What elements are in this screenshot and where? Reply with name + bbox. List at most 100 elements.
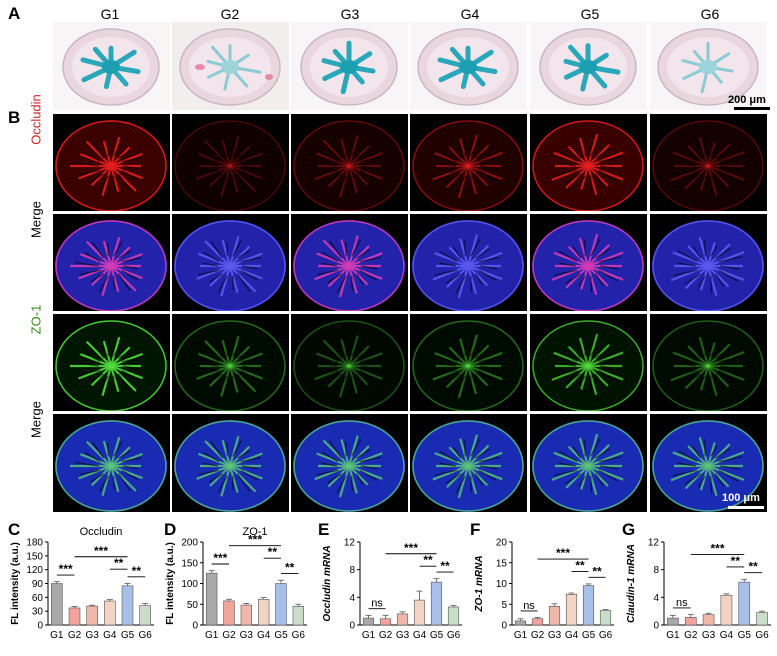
group-header-g4: G4 [460, 6, 480, 22]
chart-c-occludin-intensity: Occludin FL intensity (a.u.) 0 30 60 90 120 150… [10, 526, 154, 641]
fluorescence-image-r2-c4 [410, 214, 527, 311]
significance-label: *** [59, 562, 73, 576]
group-header-g6: G6 [700, 6, 720, 22]
panel-letter-g: G [622, 520, 636, 539]
x-tick-label: G2 [68, 630, 82, 641]
significance-label: *** [556, 546, 570, 560]
panel-letter-f: F [470, 520, 481, 539]
y-tick-label: 8 [653, 565, 659, 576]
group-header-g1: G1 [100, 6, 120, 22]
fluorescence-image-r2-c6 [650, 214, 767, 311]
bar-g5 [582, 585, 595, 626]
bar-g1 [514, 620, 527, 626]
fluorescence-image-r3-c6 [650, 314, 767, 411]
fluorescence-image-r2-c2 [172, 214, 289, 311]
bar-g2 [68, 607, 81, 626]
x-tick-label: G1 [50, 630, 64, 641]
histology-image-2 [172, 22, 289, 110]
bar-g6 [447, 606, 460, 626]
bar-g1 [667, 617, 679, 626]
fluorescence-image-r3-c5 [530, 314, 647, 411]
x-tick-label: G2 [531, 630, 545, 641]
fluorescence-image-r1-c3 [291, 114, 408, 211]
x-tick-label: G6 [138, 630, 152, 641]
group-header-g5: G5 [580, 6, 600, 22]
y-tick-label: 12 [344, 538, 356, 549]
y-axis-label: Occludin mRNA [322, 545, 333, 621]
significance-label: *** [710, 541, 724, 555]
significance-label: ns [676, 597, 688, 609]
y-tick-label: 5 [501, 600, 507, 611]
x-tick-label: G3 [396, 630, 410, 641]
bar-g5 [738, 581, 751, 626]
bar-g1 [362, 617, 375, 626]
bar-g3 [702, 614, 715, 626]
x-tick-label: G3 [85, 630, 99, 641]
significance-label: ** [285, 561, 295, 575]
significance-label: ** [440, 559, 450, 573]
bar-g4 [257, 598, 270, 626]
significance-label: *** [404, 541, 418, 555]
bar-g2 [684, 617, 697, 626]
fluorescence-image-r1-c2 [172, 114, 289, 211]
bar-g5 [275, 583, 287, 626]
y-axis-label: Claudin-1 mRNA [626, 544, 637, 623]
row-label-occludin: Occludin [28, 94, 44, 145]
y-tick-label: 200 [181, 538, 198, 549]
x-tick-label: G5 [121, 630, 135, 641]
significance-label: ** [114, 556, 124, 570]
x-tick-label: G4 [413, 630, 427, 641]
significance-label: ** [592, 564, 602, 578]
group-header-g3: G3 [340, 6, 360, 22]
x-tick-label: G5 [582, 630, 596, 641]
x-tick-label: G6 [447, 630, 461, 641]
significance-label: *** [248, 533, 262, 547]
y-tick-label: 8 [349, 565, 355, 576]
significance-label: *** [213, 551, 227, 565]
scalebar-b-label: 100 μm [722, 492, 760, 504]
y-tick-label: 90 [32, 579, 44, 590]
y-tick-label: 0 [653, 621, 659, 632]
bar-g5 [430, 581, 443, 626]
histology-image-5 [530, 22, 647, 110]
bar-g2 [531, 618, 544, 626]
significance-label: ** [423, 553, 433, 567]
fluorescence-image-r4-c2 [172, 414, 289, 512]
row-label-merge-2: Merge [28, 401, 44, 438]
x-tick-label: G1 [205, 630, 219, 641]
panel-letter-b: B [8, 108, 21, 127]
x-tick-label: G3 [548, 630, 562, 641]
y-tick-label: 0 [349, 621, 355, 632]
x-tick-label: G4 [103, 630, 117, 641]
fluorescence-image-r3-c2 [172, 314, 289, 411]
x-tick-label: G2 [684, 630, 698, 641]
x-tick-label: G6 [599, 630, 613, 641]
chart-d-zo1-intensity: ZO-1 FL intensity (a.u.) 0 50 100 150 200 G1 G2 G… [165, 526, 307, 641]
fluorescence-image-r3-c1 [53, 314, 170, 411]
chart-title: ZO-1 [242, 526, 267, 538]
panel-letter-c: C [8, 520, 21, 539]
x-tick-label: G6 [755, 630, 769, 641]
bar-g2 [223, 600, 235, 626]
group-header-g2: G2 [220, 6, 240, 22]
y-tick-label: 15 [496, 558, 508, 569]
y-tick-label: 60 [32, 593, 44, 604]
bar-g4 [720, 594, 733, 626]
bar-g6 [292, 606, 305, 626]
y-tick-label: 4 [653, 593, 659, 604]
fluorescence-image-r2-c5 [530, 214, 647, 311]
y-tick-label: 50 [187, 600, 199, 611]
y-tick-label: 0 [192, 621, 198, 632]
significance-label: ** [132, 564, 142, 578]
bar-g4 [104, 600, 116, 626]
bar-g3 [548, 606, 561, 626]
bar-g6 [139, 605, 151, 626]
bar-g1 [205, 572, 218, 626]
y-axis-label: ZO-1 mRNA [474, 555, 485, 612]
x-tick-label: G1 [514, 630, 528, 641]
fluorescence-image-r4-c4 [410, 414, 527, 512]
x-tick-label: G4 [257, 630, 271, 641]
significance-label: ** [731, 554, 741, 568]
